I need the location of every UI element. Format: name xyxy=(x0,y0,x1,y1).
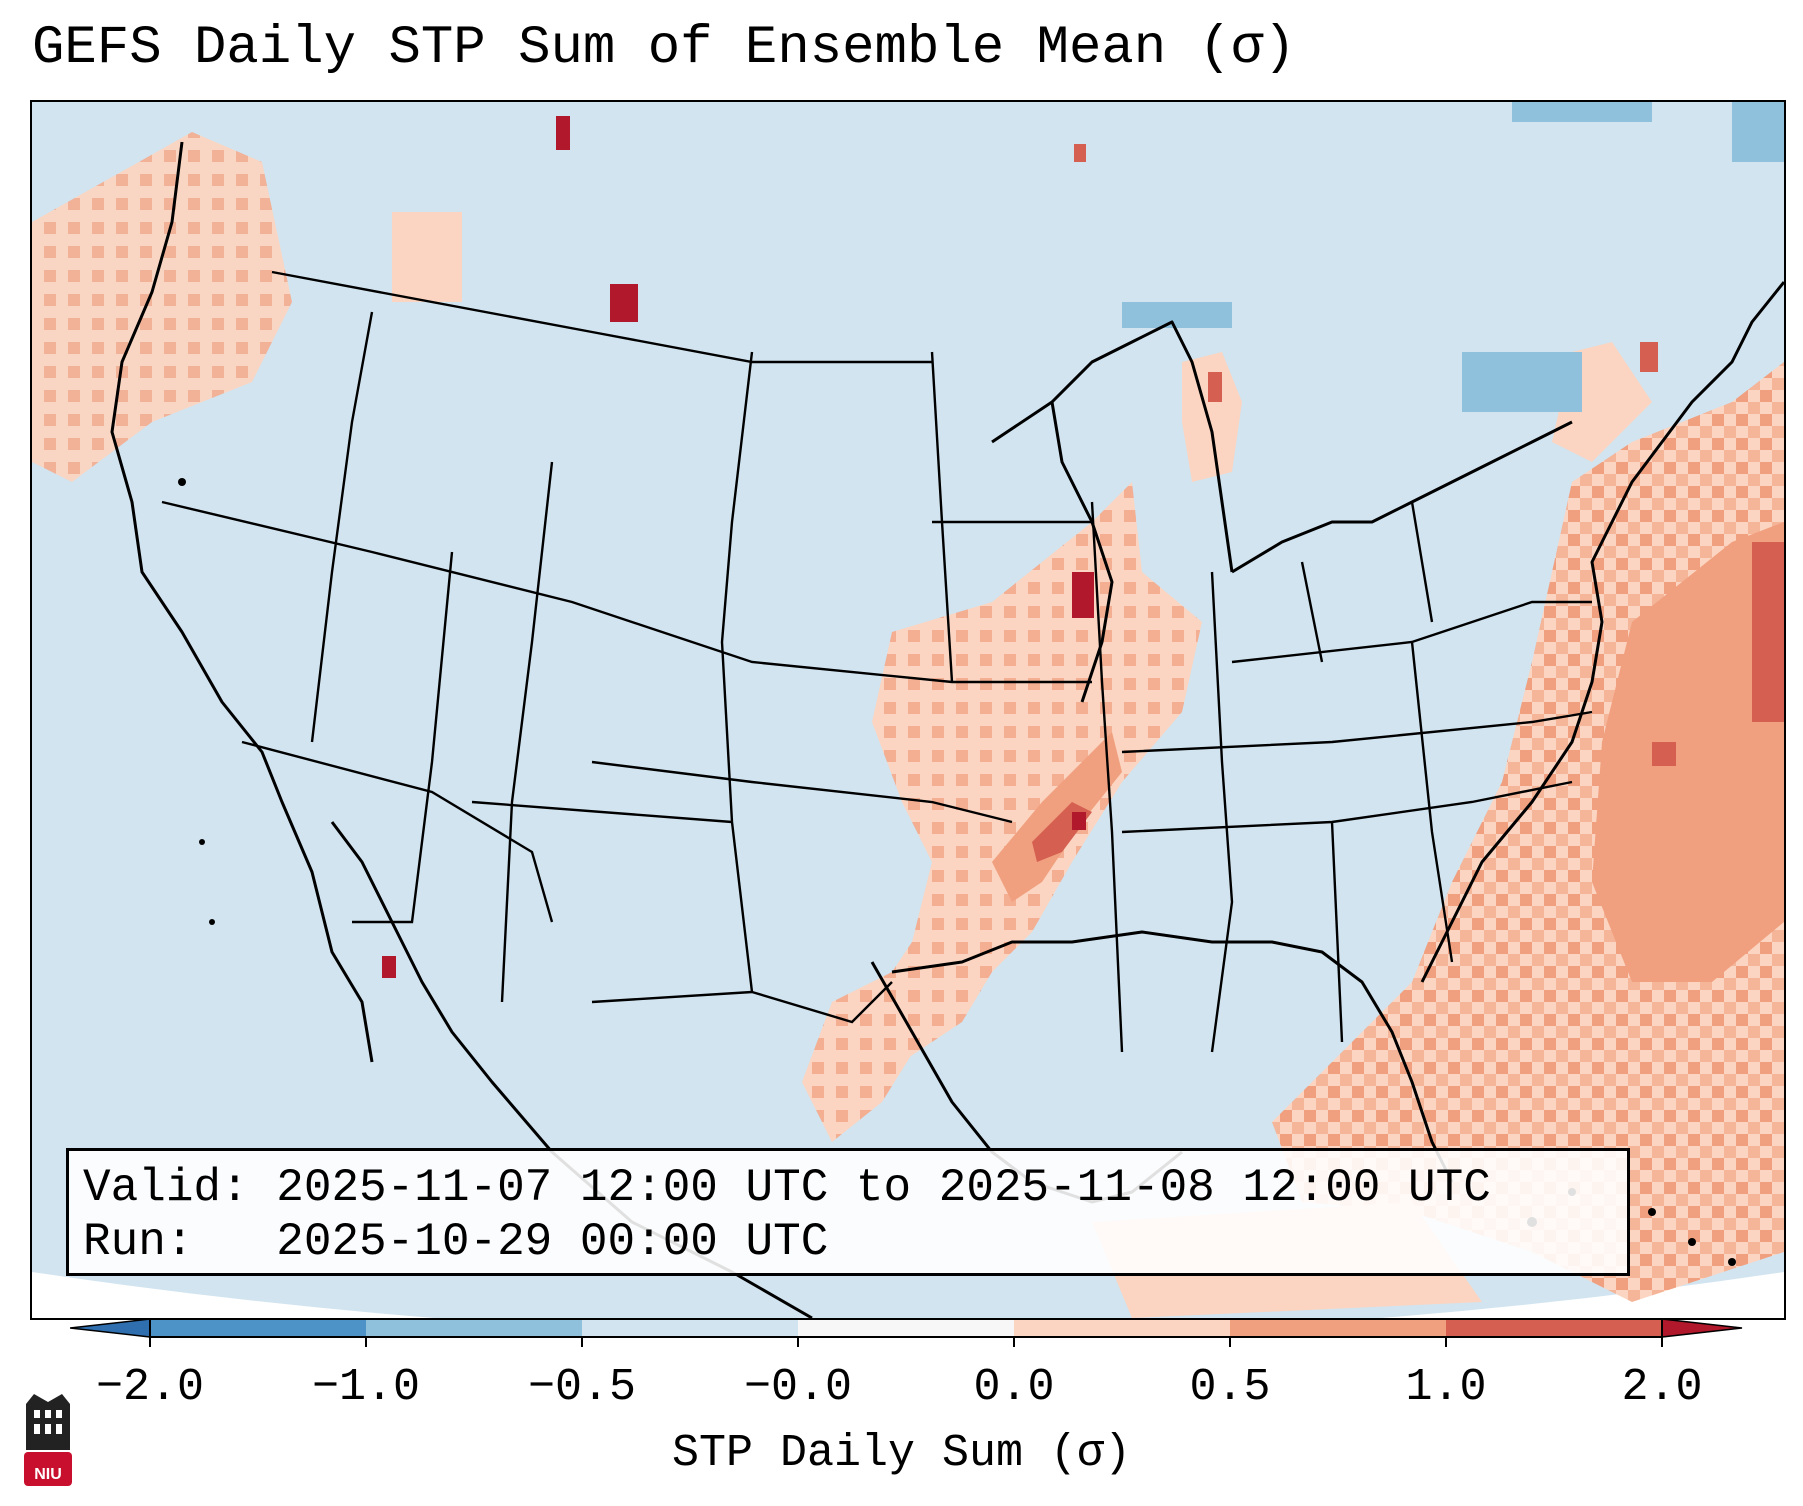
run-time-text: Run: 2025-10-29 00:00 UTC xyxy=(83,1216,829,1268)
map-panel xyxy=(30,100,1786,1320)
anomaly-ab-cell xyxy=(556,116,570,150)
anomaly-id-spot xyxy=(392,212,462,302)
colorbar-bin xyxy=(150,1319,367,1337)
colorbar-bin xyxy=(1230,1319,1447,1337)
colorbar-bin xyxy=(798,1319,1015,1337)
colorbar-bin xyxy=(582,1319,799,1337)
niu-logo-text: NIU xyxy=(34,1466,62,1483)
colorbar-tick-label: −0.0 xyxy=(743,1362,853,1413)
anomaly-pacific-nw xyxy=(32,132,292,482)
niu-logo: NIU xyxy=(20,1390,76,1490)
anomaly-atlantic-core xyxy=(1592,522,1784,982)
colorbar xyxy=(70,1318,1743,1347)
niu-tower-icon xyxy=(24,1394,72,1486)
anomaly-atlantic-max1 xyxy=(1752,542,1784,722)
colorbar-extend-high xyxy=(1661,1318,1743,1338)
colorbar-tick-label: −2.0 xyxy=(95,1362,205,1413)
colorbar-tick-label: 1.0 xyxy=(1405,1362,1487,1413)
colorbar-tick-label: −1.0 xyxy=(311,1362,421,1413)
anomaly-ontario-neg xyxy=(1462,352,1582,412)
state-borders xyxy=(161,270,1593,1053)
valid-time-text: Valid: 2025-11-07 12:00 UTC to 2025-11-0… xyxy=(83,1162,1491,1214)
anomaly-baja-cell xyxy=(382,956,396,978)
colorbar-tick-label: 2.0 xyxy=(1621,1362,1703,1413)
colorbar-bin xyxy=(1446,1319,1663,1337)
anomaly-greatlakes-neg xyxy=(1122,302,1232,328)
anomaly-sk-cell xyxy=(1074,144,1086,162)
colorbar-tick-label: 0.0 xyxy=(973,1362,1055,1413)
anomaly-atlantic xyxy=(1272,362,1784,1302)
anomaly-ar-peak xyxy=(1072,812,1086,830)
anomaly-mx-gulf xyxy=(802,962,932,1142)
colorbar-bin xyxy=(1014,1319,1231,1337)
anomaly-il-peak xyxy=(1072,572,1094,618)
colorbar-tick-label: −0.5 xyxy=(527,1362,637,1413)
colorbar-label: STP Daily Sum (σ) xyxy=(671,1428,1132,1479)
colorbar-tick-label: 0.5 xyxy=(1189,1362,1271,1413)
anomaly-atlantic-max2 xyxy=(1652,742,1676,766)
anomaly-ca-neg xyxy=(1512,102,1652,122)
colorbar-bin xyxy=(366,1319,583,1337)
anomaly-central-us xyxy=(872,482,1202,1062)
anomaly-mt-cell xyxy=(610,284,638,322)
valid-run-info-box: Valid: 2025-11-07 12:00 UTC to 2025-11-0… xyxy=(66,1148,1630,1276)
colorbar-extend-low xyxy=(70,1318,151,1338)
anomaly-mi-cell xyxy=(1208,372,1222,402)
stp-map xyxy=(32,102,1784,1318)
anomaly-ne-cell xyxy=(1640,342,1658,372)
anomaly-ne-corner-neg xyxy=(1732,102,1784,162)
map-title: GEFS Daily STP Sum of Ensemble Mean (σ) xyxy=(32,18,1296,79)
